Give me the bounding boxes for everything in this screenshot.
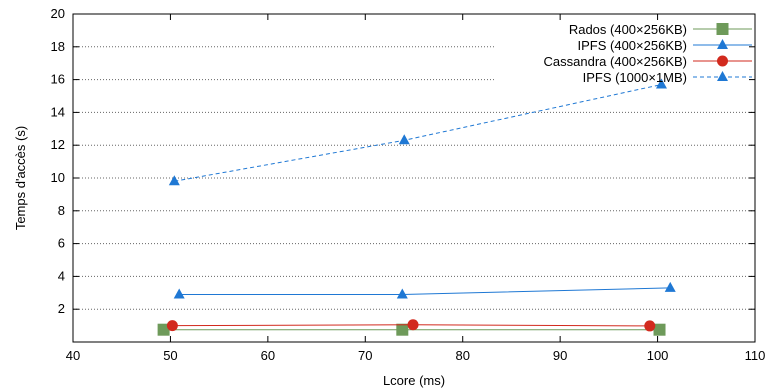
data-point (407, 319, 419, 331)
x-tick-label: 40 (66, 348, 80, 363)
data-point (396, 288, 408, 299)
data-point (644, 320, 656, 332)
legend: Rados (400×256KB)IPFS (400×256KB)Cassand… (544, 22, 752, 85)
plot-frame (72, 13, 756, 343)
legend-label: Rados (400×256KB) (569, 22, 687, 37)
legend-item: Rados (400×256KB) (569, 22, 752, 37)
series-line (179, 287, 671, 295)
y-tick-label: 14 (51, 104, 65, 119)
x-tick-label: 50 (163, 348, 177, 363)
x-axis-title: Lcore (ms) (383, 373, 445, 388)
data-point (653, 323, 666, 336)
legend-label: IPFS (400×256KB) (578, 38, 687, 53)
x-tick-label: 110 (745, 348, 766, 363)
data-point (157, 323, 170, 336)
x-tick-label: 70 (358, 348, 372, 363)
data-point (398, 134, 410, 145)
data-point (664, 281, 676, 292)
data-point (655, 78, 667, 89)
legend-marker (717, 55, 728, 67)
y-tick-label: 10 (51, 170, 65, 185)
tick-labels: 2 4 6 8 10 12 14 16 18 20 40 50 60 70 80 90 100 110 (51, 6, 766, 363)
data-point (173, 288, 185, 299)
x-tick-label: 60 (261, 348, 275, 363)
legend-label: IPFS (1000×1MB) (583, 70, 687, 85)
y-tick-label: 8 (58, 203, 65, 218)
y-axis-title: Temps d'accès (s) (13, 126, 28, 230)
series-layer (157, 78, 676, 336)
y-tick-label: 6 (58, 236, 65, 251)
y-tick-label: 16 (51, 72, 65, 87)
data-point (396, 323, 409, 336)
legend-label: Cassandra (400×256KB) (544, 54, 687, 69)
series-2 (173, 281, 676, 299)
x-tick-label: 100 (647, 348, 669, 363)
series-1 (157, 323, 666, 336)
legend-marker (717, 39, 728, 49)
data-point (166, 320, 178, 332)
data-point (168, 175, 180, 186)
y-tick-label: 20 (51, 6, 65, 21)
legend-marker (717, 71, 728, 81)
y-tick-label: 12 (51, 137, 65, 152)
grid-lines (73, 46, 755, 310)
x-tick-label: 80 (455, 348, 469, 363)
series-3 (166, 319, 656, 332)
y-tick-label: 2 (58, 301, 65, 316)
legend-marker (716, 23, 729, 35)
series-line (174, 84, 662, 182)
series-4 (168, 78, 667, 186)
legend-item: Cassandra (400×256KB) (544, 54, 752, 69)
legend-item: IPFS (1000×1MB) (583, 70, 752, 85)
legend-item: IPFS (400×256KB) (578, 38, 752, 53)
y-tick-label: 4 (58, 268, 65, 283)
y-tick-label: 18 (51, 39, 65, 54)
x-tick-label: 90 (553, 348, 567, 363)
